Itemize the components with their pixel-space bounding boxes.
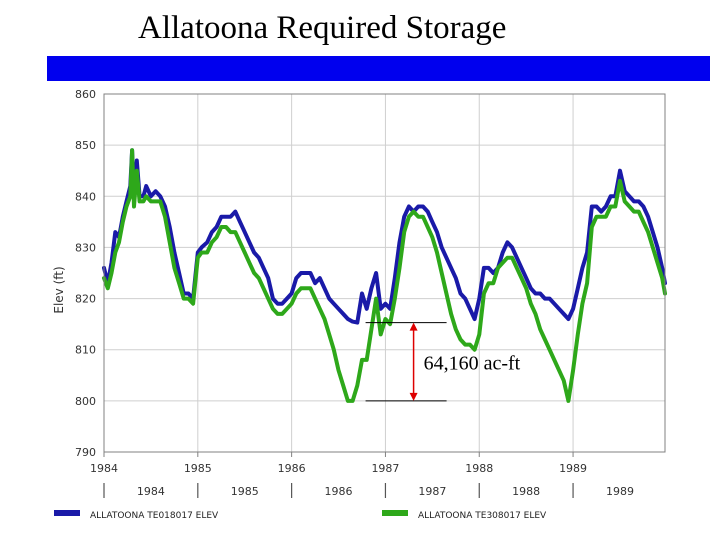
period-label: 1988	[512, 485, 540, 498]
x-tick-label: 1985	[184, 462, 212, 475]
y-axis-label: Elev (ft)	[52, 266, 66, 313]
period-label: 1984	[137, 485, 165, 498]
plot-frame	[103, 93, 666, 453]
series-lines	[102, 148, 667, 403]
x-axis-ticks: 1984 1985 1986 1987 1988 1989 1984 1985 1986 1987…	[90, 452, 634, 498]
y-tick-label: 850	[75, 139, 96, 152]
storage-annotation-text: 64,160 ac-ft	[424, 353, 521, 375]
y-tick-label: 790	[75, 446, 96, 459]
y-tick-label: 800	[75, 395, 96, 408]
period-label: 1989	[606, 485, 634, 498]
storage-arrow-head-up	[409, 322, 418, 331]
slide-title: Allatoona Required Storage	[138, 10, 507, 46]
series-line-2	[102, 148, 667, 403]
y-tick-label: 860	[75, 88, 96, 101]
legend-swatch-2	[382, 510, 408, 516]
x-tick-label: 1988	[465, 462, 493, 475]
x-tick-label: 1984	[90, 462, 118, 475]
y-tick-label: 810	[75, 344, 96, 357]
storage-arrow-head-down	[409, 392, 418, 401]
y-tick-label: 830	[75, 241, 96, 254]
chart-legend: ALLATOONA TE018017 ELEV ALLATOONA TE30801…	[54, 510, 547, 521]
legend-label-1: ALLATOONA TE018017 ELEV	[90, 511, 219, 521]
y-tick-label: 840	[75, 190, 96, 203]
legend-swatch-1	[54, 510, 80, 516]
x-tick-label: 1989	[559, 462, 587, 475]
y-tick-labels: 860 850 840 830 820 810 800 790	[75, 88, 96, 459]
y-tick-label: 820	[75, 293, 96, 306]
x-tick-label: 1987	[371, 462, 399, 475]
period-label: 1987	[418, 485, 446, 498]
title-accent-bar	[47, 56, 710, 81]
legend-label-2: ALLATOONA TE308017 ELEV	[418, 511, 547, 521]
period-label: 1985	[231, 485, 259, 498]
x-tick-label: 1986	[278, 462, 306, 475]
period-label: 1986	[325, 485, 353, 498]
storage-annotation: 64,160 ac-ft	[365, 322, 521, 402]
